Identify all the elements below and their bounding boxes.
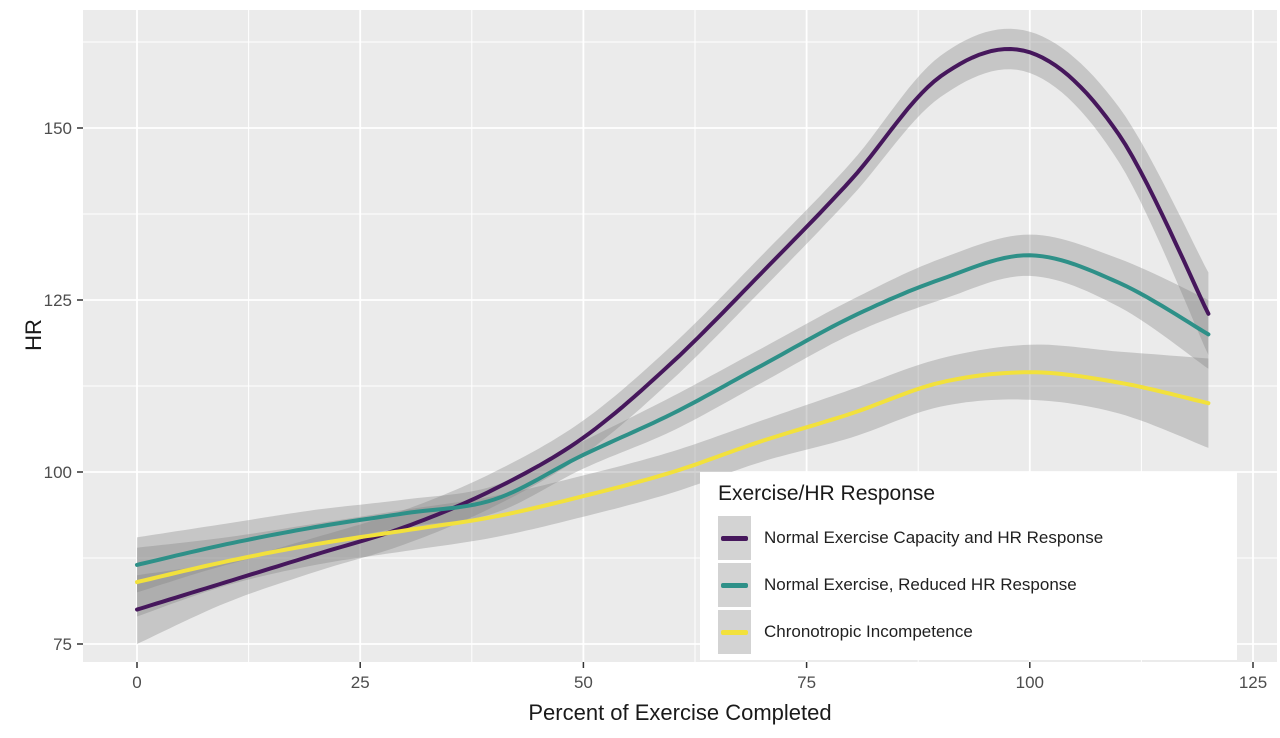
y-tick-label: 150 <box>44 119 72 138</box>
purple-line-icon <box>721 535 748 541</box>
y-tick-label: 100 <box>44 463 72 482</box>
x-axis-title: Percent of Exercise Completed <box>528 700 832 725</box>
x-tick-label: 50 <box>574 673 593 692</box>
legend-label: Normal Exercise Capacity and HR Response <box>764 528 1104 547</box>
x-tick-label: 100 <box>1016 673 1044 692</box>
legend-item-normal-capacity: Normal Exercise Capacity and HR Response <box>718 516 1237 560</box>
legend-item-reduced-hr: Normal Exercise, Reduced HR Response <box>718 563 1237 607</box>
x-tick-label: 75 <box>797 673 816 692</box>
y-tick-label: 75 <box>53 635 72 654</box>
legend: Exercise/HR Response Normal Exercise Cap… <box>700 472 1237 660</box>
confidence-band-swatch <box>718 516 751 560</box>
confidence-band-swatch <box>718 563 751 607</box>
legend-title: Exercise/HR Response <box>718 482 936 505</box>
x-tick-label: 0 <box>132 673 141 692</box>
x-tick-label: 25 <box>351 673 370 692</box>
series-line <box>135 370 1211 585</box>
yellow-line-icon <box>721 629 748 635</box>
y-axis-title: HR <box>21 319 46 351</box>
legend-label: Chronotropic Incompetence <box>764 622 973 641</box>
series-line <box>135 253 1211 567</box>
legend-label: Normal Exercise, Reduced HR Response <box>764 575 1077 594</box>
legend-item-chronotropic-incompetence: Chronotropic Incompetence <box>718 610 1237 654</box>
confidence-band-swatch <box>718 610 751 654</box>
x-tick-label: 125 <box>1239 673 1267 692</box>
teal-line-icon <box>721 582 748 588</box>
series-line <box>135 46 1211 612</box>
confidence-band <box>137 344 1209 617</box>
confidence-band <box>137 28 1209 645</box>
y-tick-label: 125 <box>44 291 72 310</box>
